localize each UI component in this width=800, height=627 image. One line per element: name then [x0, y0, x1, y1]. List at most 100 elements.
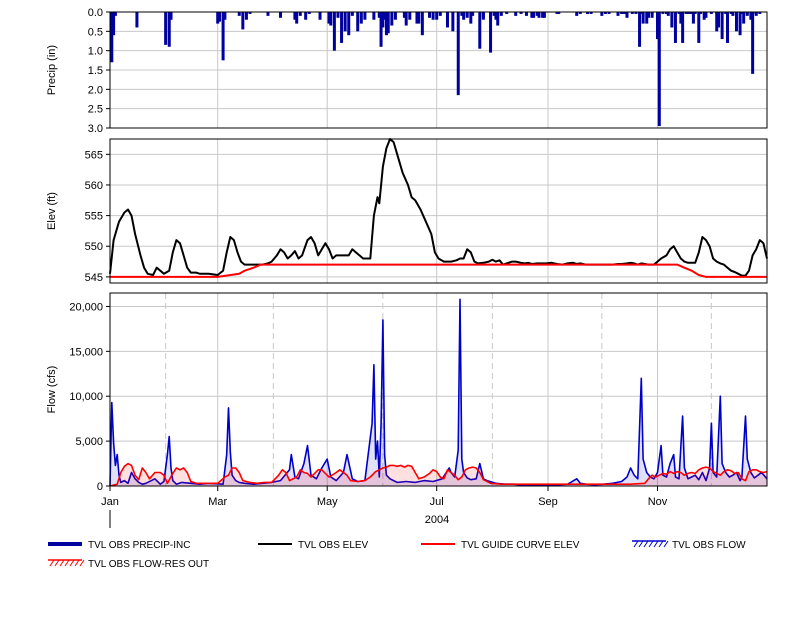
y-tick-label: 10,000 — [69, 391, 103, 403]
precip-bar — [471, 12, 475, 16]
precip-bar — [359, 12, 363, 24]
precip-bar — [699, 12, 703, 14]
precip-bar — [734, 12, 738, 32]
precip-bar — [697, 12, 701, 43]
precip-bar — [241, 12, 245, 30]
precip-bar — [542, 12, 546, 18]
legend-hatch — [54, 559, 60, 567]
precip-bar — [693, 12, 697, 14]
y-axis-label: Precip (in) — [46, 45, 58, 95]
precip-bar — [456, 12, 460, 96]
precip-bar — [670, 12, 674, 28]
precip-bar — [666, 12, 670, 16]
precip-bar — [164, 12, 168, 45]
precip-bar — [742, 12, 746, 24]
plot-area — [110, 139, 767, 283]
y-axis-label: Elev (ft) — [46, 192, 58, 230]
precip-bar — [318, 12, 322, 20]
precip-bar — [237, 12, 241, 16]
precip-bar — [657, 12, 661, 127]
y-tick-label: 565 — [85, 149, 103, 161]
precip-bar — [112, 12, 116, 36]
legend-hatch — [69, 559, 75, 567]
precip-bar — [537, 12, 541, 18]
time-axis: Jan Mar May Jul Sep Nov 2004 — [101, 486, 668, 528]
precip-bar — [740, 12, 744, 14]
precip-bar — [293, 12, 297, 20]
precip-bar — [402, 12, 406, 18]
precip-bar — [304, 12, 308, 20]
precip-bar — [709, 12, 713, 14]
precip-bar — [386, 12, 390, 34]
legend-hatch — [74, 559, 80, 567]
precip-bar — [390, 12, 394, 26]
precip-bar — [684, 12, 688, 14]
precip-bar — [603, 12, 607, 14]
legend-label: TVL OBS FLOW — [672, 540, 746, 551]
legend-hatch — [648, 540, 654, 548]
x-tick-label: Jan — [101, 496, 119, 508]
y-tick-label: 1.0 — [88, 46, 103, 58]
precip-bar — [691, 12, 695, 24]
precip-bar — [372, 12, 376, 20]
legend-label: TVL GUIDE CURVE ELEV — [461, 540, 580, 551]
precip-bar — [451, 12, 455, 32]
y-tick-label: 545 — [85, 272, 103, 284]
precip-bar — [673, 12, 677, 43]
precip-bar — [381, 12, 385, 28]
precip-bar — [634, 12, 638, 14]
precip-bar — [492, 12, 496, 16]
precip-bar — [717, 12, 721, 28]
precip-bar — [715, 12, 719, 32]
legend-hatch — [59, 559, 65, 567]
precip-bar — [731, 12, 735, 16]
precip-bar — [647, 12, 651, 18]
legend-hatch — [643, 540, 649, 548]
y-tick-label: 555 — [85, 211, 103, 223]
y-tick-label: 3.0 — [88, 123, 103, 135]
precip-bar — [244, 12, 248, 20]
legend-label: TVL OBS FLOW-RES OUT — [88, 559, 209, 570]
precip-bar — [329, 12, 333, 26]
precip-bar — [336, 12, 340, 18]
plot-frame — [109, 138, 768, 284]
precip-bar — [417, 12, 421, 24]
precip-bar — [758, 12, 762, 14]
precip-bar — [363, 12, 367, 20]
precip-bar — [110, 12, 114, 63]
precip-bar — [630, 12, 634, 14]
legend-hatch — [79, 559, 85, 567]
precip-bar — [688, 12, 692, 14]
precip-bar — [460, 12, 464, 16]
precip-bar — [557, 12, 561, 14]
precip-bar — [135, 12, 139, 28]
precip-bar — [169, 12, 173, 20]
precip-bar — [415, 12, 419, 24]
plot-frame — [109, 292, 768, 487]
precip-bar — [327, 12, 331, 24]
precip-bar — [519, 12, 523, 14]
y-tick-label: 0.5 — [88, 26, 103, 38]
precip-bar — [749, 12, 753, 20]
precip-bar — [494, 12, 498, 20]
elevation-panel: 545 550 555 560 565 Elev (ft) — [46, 138, 768, 284]
precip-bar — [167, 12, 171, 47]
precip-bar — [347, 12, 351, 36]
precip-bar — [535, 12, 539, 16]
precip-bar — [532, 12, 536, 18]
y-tick-label: 0 — [97, 481, 103, 493]
precip-bar — [356, 12, 360, 32]
precip-bar — [420, 12, 424, 36]
y-tick-label: 20,000 — [69, 301, 103, 313]
y-axis-label: Flow (cfs) — [46, 366, 58, 414]
precip-bar — [343, 12, 347, 32]
precip-bar — [221, 12, 225, 61]
y-tick-label: 5,000 — [75, 436, 103, 448]
precip-bar — [679, 12, 683, 24]
precip-bar — [729, 12, 733, 14]
precip-bar — [620, 12, 624, 14]
precip-bar — [589, 12, 593, 14]
legend-label: TVL OBS ELEV — [298, 540, 369, 551]
y-tick-label: 550 — [85, 241, 103, 253]
precip-bar — [435, 12, 439, 20]
